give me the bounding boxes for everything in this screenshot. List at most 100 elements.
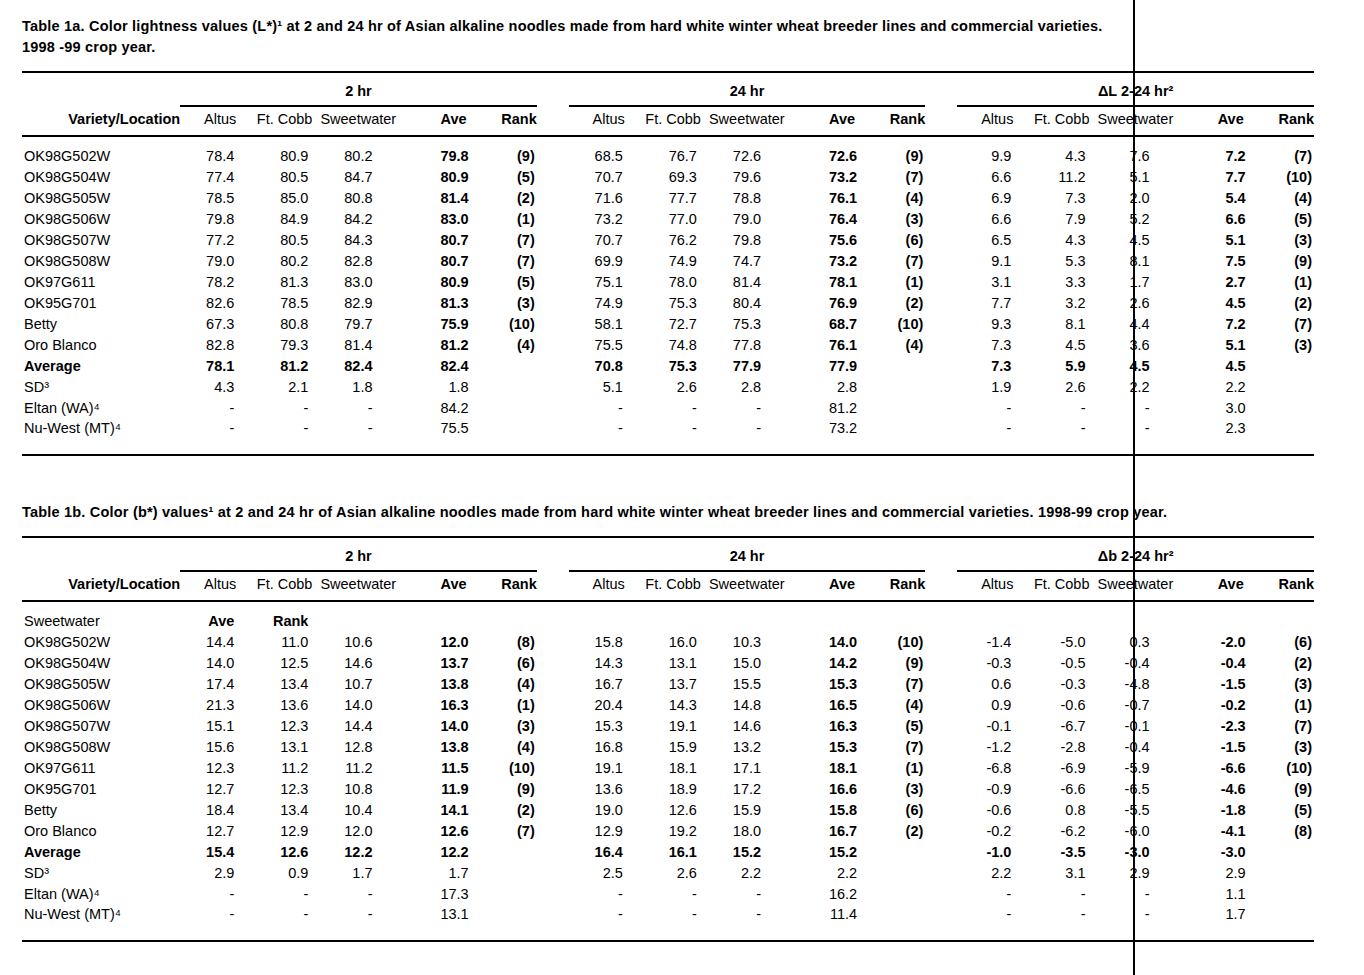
- value-cell: [865, 355, 925, 376]
- value-cell: 14.1: [403, 799, 477, 820]
- site-header: Sweetwater: [320, 106, 402, 136]
- value-cell: (3): [1254, 673, 1314, 694]
- value-cell: 78.2: [180, 271, 250, 292]
- value-cell: -0.3: [1027, 673, 1097, 694]
- value-cell: 78.4: [180, 136, 250, 166]
- value-cell: 7.2: [1180, 136, 1254, 166]
- column-spacer: [537, 208, 569, 229]
- table-1a-title: Table 1a. Color lightness values (L*)¹ a…: [22, 16, 1342, 58]
- value-cell: 74.9: [569, 292, 639, 313]
- value-cell: -: [1098, 418, 1180, 455]
- column-spacer: [925, 229, 957, 250]
- column-spacer: [925, 757, 957, 778]
- value-cell: (7): [477, 229, 537, 250]
- site-header: Rank: [865, 106, 925, 136]
- value-cell: 5.4: [1180, 187, 1254, 208]
- value-cell: 17.4: [180, 673, 250, 694]
- value-cell: [1254, 601, 1314, 631]
- value-cell: 18.1: [791, 757, 865, 778]
- value-cell: 81.2: [403, 334, 477, 355]
- site-header: Sweetwater: [1098, 106, 1180, 136]
- site-header: Ft. Cobb: [250, 571, 320, 601]
- column-spacer: [925, 397, 957, 418]
- table-row: Oro Blanco82.879.381.481.2(4)75.574.877.…: [22, 334, 1314, 355]
- value-cell: (7): [865, 673, 925, 694]
- table-row: OK98G507W77.280.584.380.7(7)70.776.279.8…: [22, 229, 1314, 250]
- site-header: Ave: [403, 106, 477, 136]
- value-cell: (10): [865, 313, 925, 334]
- value-cell: 8.1: [1027, 313, 1097, 334]
- value-cell: Rank: [250, 601, 320, 631]
- value-cell: -: [639, 883, 709, 904]
- value-cell: 12.3: [250, 778, 320, 799]
- column-spacer: [925, 537, 957, 571]
- value-cell: 72.6: [709, 136, 791, 166]
- value-cell: 13.8: [403, 736, 477, 757]
- value-cell: -6.7: [1027, 715, 1097, 736]
- value-cell: 82.4: [403, 355, 477, 376]
- value-cell: 2.9: [1180, 862, 1254, 883]
- value-cell: 80.4: [709, 292, 791, 313]
- column-spacer: [925, 208, 957, 229]
- value-cell: 19.1: [569, 757, 639, 778]
- value-cell: 12.3: [250, 715, 320, 736]
- column-spacer: [537, 715, 569, 736]
- site-header-row: Variety/LocationAltusFt. CobbSweetwaterA…: [22, 106, 1314, 136]
- table-1b-title-line: Table 1b. Color (b*) values¹ at 2 and 24…: [22, 502, 1342, 523]
- value-cell: -0.3: [957, 652, 1027, 673]
- value-cell: -0.1: [957, 715, 1027, 736]
- value-cell: 69.3: [639, 166, 709, 187]
- value-cell: (4): [477, 673, 537, 694]
- value-cell: -5.5: [1098, 799, 1180, 820]
- value-cell: (3): [1254, 736, 1314, 757]
- column-spacer: [537, 376, 569, 397]
- value-cell: (7): [477, 250, 537, 271]
- value-cell: (2): [865, 820, 925, 841]
- value-cell: -: [180, 397, 250, 418]
- value-cell: -: [320, 418, 402, 455]
- site-header: Sweetwater: [1098, 571, 1180, 601]
- column-spacer: [925, 136, 957, 166]
- value-cell: (7): [865, 736, 925, 757]
- value-cell: -: [957, 397, 1027, 418]
- value-cell: [1254, 397, 1314, 418]
- column-spacer: [537, 537, 569, 571]
- value-cell: 15.5: [709, 673, 791, 694]
- value-cell: 16.8: [569, 736, 639, 757]
- value-cell: (9): [865, 136, 925, 166]
- column-spacer: [925, 904, 957, 941]
- value-cell: (5): [1254, 208, 1314, 229]
- value-cell: 10.3: [709, 631, 791, 652]
- value-cell: -: [1027, 904, 1097, 941]
- value-cell: 82.9: [320, 292, 402, 313]
- value-cell: 1.7: [403, 862, 477, 883]
- value-cell: 6.6: [957, 208, 1027, 229]
- value-cell: (7): [1254, 313, 1314, 334]
- tables-container: Table 1a. Color lightness values (L*)¹ a…: [0, 0, 1364, 942]
- value-cell: 7.7: [957, 292, 1027, 313]
- group-header: 24 hr: [569, 72, 926, 106]
- value-cell: -0.1: [1098, 715, 1180, 736]
- value-cell: (4): [865, 694, 925, 715]
- value-cell: -0.2: [957, 820, 1027, 841]
- table-row: Nu-West (MT)⁴---13.1---11.4---1.7: [22, 904, 1314, 941]
- value-cell: 1.8: [320, 376, 402, 397]
- value-cell: 76.4: [791, 208, 865, 229]
- value-cell: (6): [865, 229, 925, 250]
- row-label: Betty: [22, 313, 180, 334]
- value-cell: 1.9: [957, 376, 1027, 397]
- value-cell: (6): [1254, 631, 1314, 652]
- column-spacer: [537, 841, 569, 862]
- value-cell: 82.6: [180, 292, 250, 313]
- row-header-label: Variety/Location: [22, 106, 180, 136]
- value-cell: 78.1: [791, 271, 865, 292]
- value-cell: 84.2: [403, 397, 477, 418]
- value-cell: 12.0: [403, 631, 477, 652]
- value-cell: 12.0: [320, 820, 402, 841]
- value-cell: (7): [477, 820, 537, 841]
- value-cell: 15.0: [709, 652, 791, 673]
- value-cell: 16.0: [639, 631, 709, 652]
- table-row: Betty67.380.879.775.9(10)58.172.775.368.…: [22, 313, 1314, 334]
- value-cell: 79.0: [709, 208, 791, 229]
- value-cell: 68.5: [569, 136, 639, 166]
